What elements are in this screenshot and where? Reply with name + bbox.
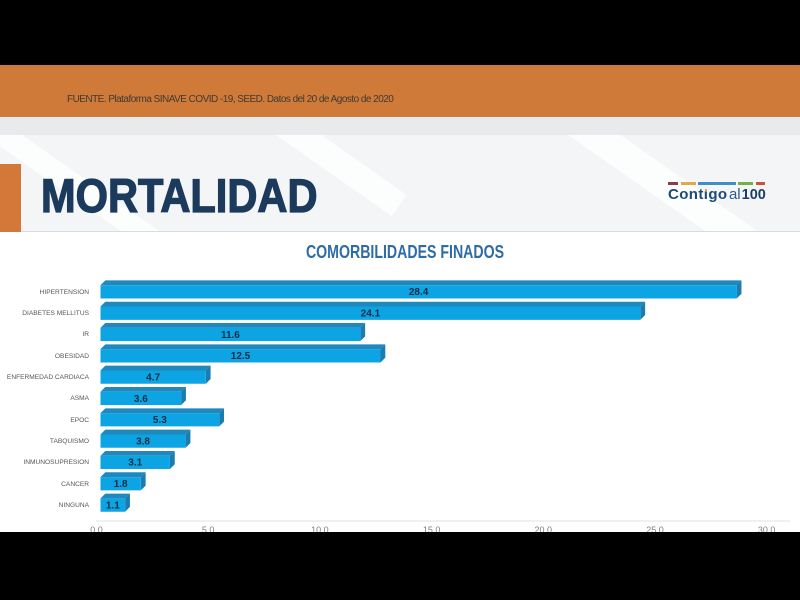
svg-text:3.1: 3.1: [128, 458, 142, 469]
svg-text:11.6: 11.6: [221, 330, 240, 341]
svg-text:3.8: 3.8: [136, 436, 150, 447]
svg-text:1.8: 1.8: [114, 479, 128, 490]
svg-text:3.6: 3.6: [134, 394, 148, 405]
svg-text:28.4: 28.4: [409, 287, 429, 298]
svg-text:12.5: 12.5: [231, 351, 251, 362]
svg-text:5.3: 5.3: [153, 415, 167, 426]
svg-text:1.1: 1.1: [106, 500, 120, 511]
svg-text:24.1: 24.1: [361, 308, 381, 319]
svg-text:4.7: 4.7: [146, 372, 160, 383]
